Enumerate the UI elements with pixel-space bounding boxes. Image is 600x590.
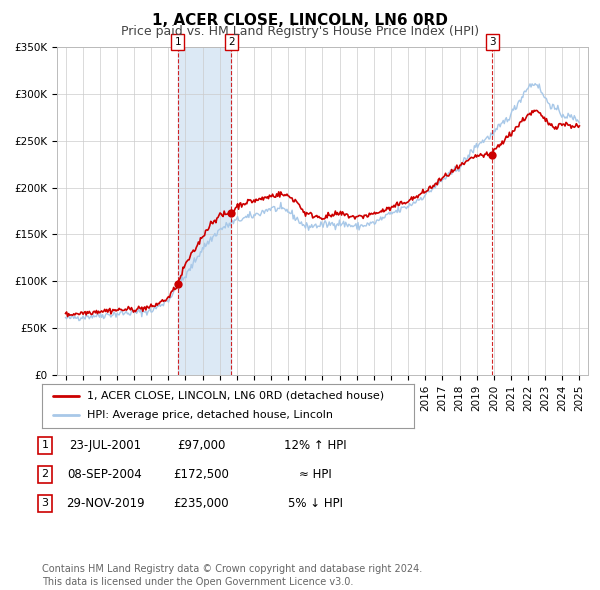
Text: 3: 3 — [489, 37, 496, 47]
Text: 12% ↑ HPI: 12% ↑ HPI — [284, 439, 346, 452]
Text: 1, ACER CLOSE, LINCOLN, LN6 0RD: 1, ACER CLOSE, LINCOLN, LN6 0RD — [152, 13, 448, 28]
Text: Contains HM Land Registry data © Crown copyright and database right 2024.
This d: Contains HM Land Registry data © Crown c… — [42, 564, 422, 587]
Text: 2: 2 — [41, 470, 49, 479]
Text: 3: 3 — [41, 499, 49, 508]
Text: £235,000: £235,000 — [173, 497, 229, 510]
Text: 29-NOV-2019: 29-NOV-2019 — [65, 497, 145, 510]
Bar — [178, 47, 232, 375]
Text: 1: 1 — [175, 37, 181, 47]
Text: 5% ↓ HPI: 5% ↓ HPI — [287, 497, 343, 510]
Text: 23-JUL-2001: 23-JUL-2001 — [69, 439, 141, 452]
Text: 1, ACER CLOSE, LINCOLN, LN6 0RD (detached house): 1, ACER CLOSE, LINCOLN, LN6 0RD (detache… — [86, 391, 384, 401]
Text: ≈ HPI: ≈ HPI — [299, 468, 331, 481]
Text: Price paid vs. HM Land Registry's House Price Index (HPI): Price paid vs. HM Land Registry's House … — [121, 25, 479, 38]
Text: 1: 1 — [41, 441, 49, 450]
Text: 2: 2 — [228, 37, 235, 47]
Text: £97,000: £97,000 — [177, 439, 225, 452]
Text: 08-SEP-2004: 08-SEP-2004 — [68, 468, 142, 481]
Text: £172,500: £172,500 — [173, 468, 229, 481]
Text: HPI: Average price, detached house, Lincoln: HPI: Average price, detached house, Linc… — [86, 411, 332, 420]
